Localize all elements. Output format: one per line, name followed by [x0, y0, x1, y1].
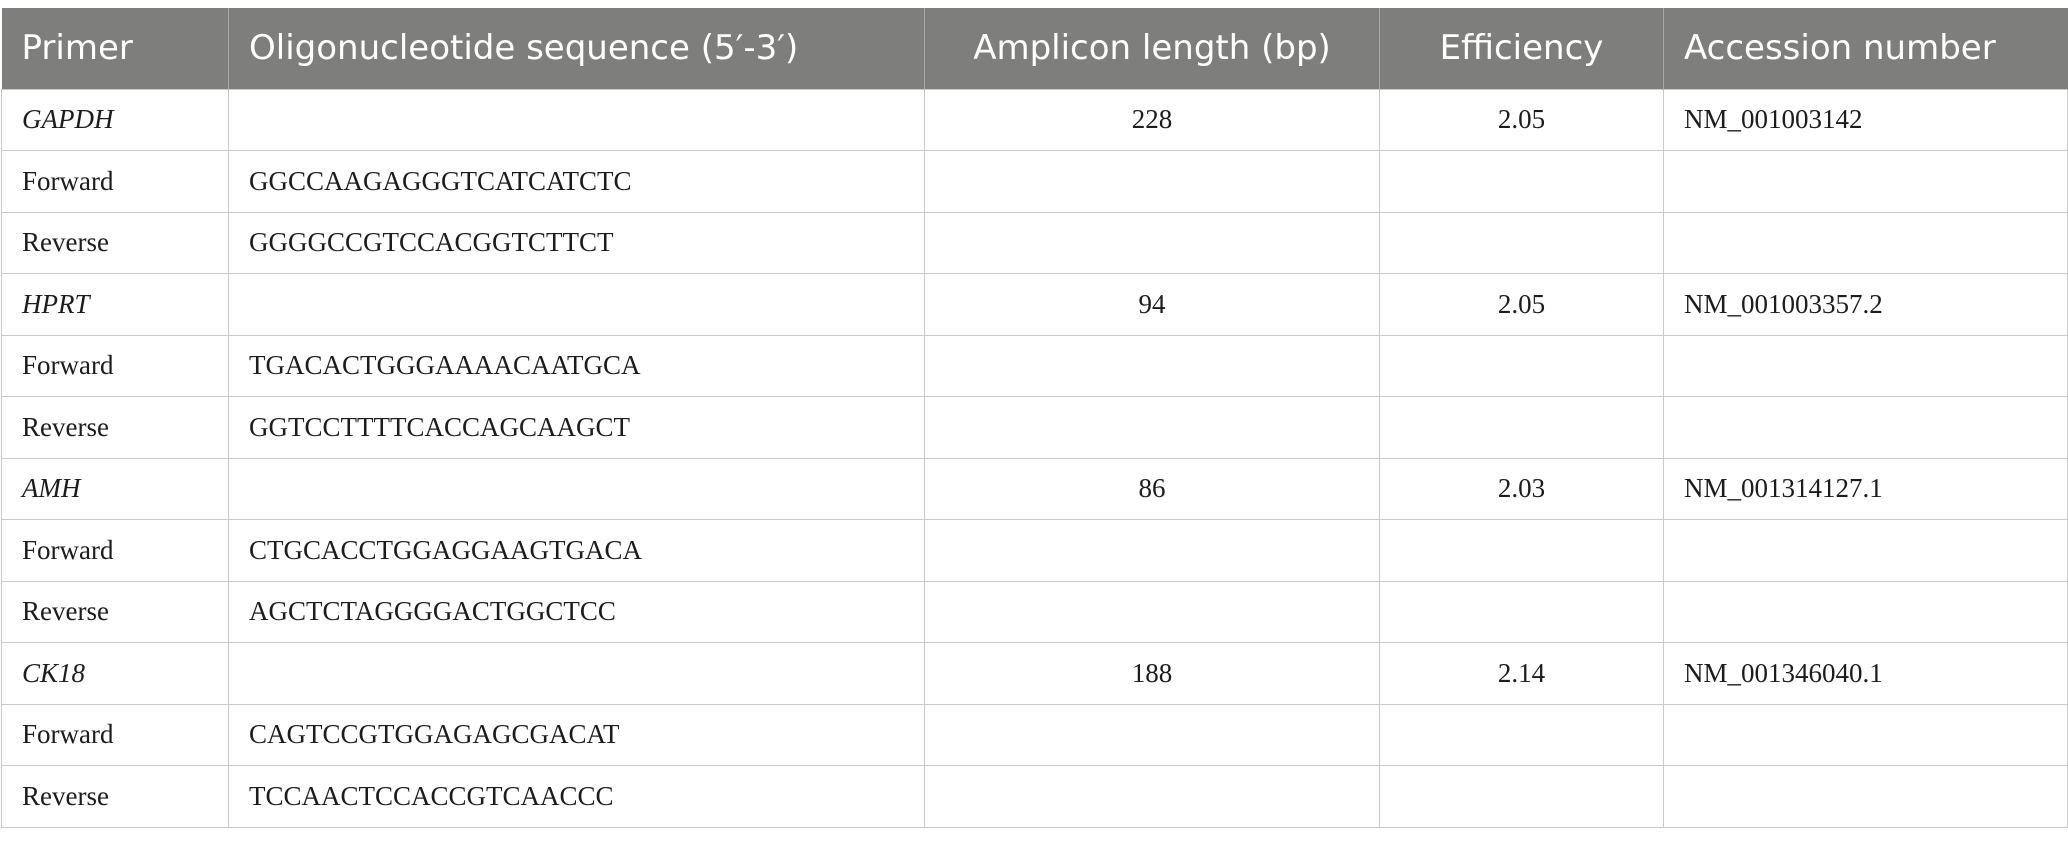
cell-accession: [1663, 334, 2068, 397]
table-row: Forward CAGTCCGTGGAGAGCGACAT: [1, 703, 2068, 766]
cell-accession: NM_001003357.2: [1663, 273, 2068, 336]
cell-efficiency: [1379, 519, 1664, 582]
cell-efficiency: [1379, 765, 1664, 828]
cell-efficiency: [1379, 580, 1664, 643]
table-body: GAPDH 228 2.05 NM_001003142 Forward GGCC…: [1, 88, 2068, 828]
table-row: Forward TGACACTGGGAAAACAATGCA: [1, 334, 2068, 397]
cell-amplicon: [924, 580, 1380, 643]
table-row: CK18 188 2.14 NM_001346040.1: [1, 642, 2068, 705]
primer-table: Primer Oligonucleotide sequence (5′-3′) …: [1, 8, 2068, 828]
cell-primer: Reverse: [1, 211, 229, 274]
cell-amplicon: [924, 211, 1380, 274]
cell-amplicon: 86: [924, 457, 1380, 520]
cell-primer: Forward: [1, 519, 229, 582]
cell-amplicon: 188: [924, 642, 1380, 705]
cell-amplicon: [924, 519, 1380, 582]
cell-efficiency: [1379, 150, 1664, 213]
header-row: Primer Oligonucleotide sequence (5′-3′) …: [1, 8, 2068, 89]
header-primer: Primer: [1, 8, 229, 89]
cell-efficiency: [1379, 703, 1664, 766]
table-row: Reverse AGCTCTAGGGGACTGGCTCC: [1, 580, 2068, 643]
cell-primer: Reverse: [1, 396, 229, 459]
cell-amplicon: [924, 703, 1380, 766]
cell-efficiency: [1379, 211, 1664, 274]
cell-accession: NM_001314127.1: [1663, 457, 2068, 520]
cell-efficiency: 2.03: [1379, 457, 1664, 520]
header-efficiency: Efficiency: [1379, 8, 1664, 89]
cell-sequence: [228, 642, 925, 705]
cell-primer: Forward: [1, 334, 229, 397]
cell-sequence: CAGTCCGTGGAGAGCGACAT: [228, 703, 925, 766]
cell-sequence: [228, 457, 925, 520]
cell-sequence: CTGCACCTGGAGGAAGTGACA: [228, 519, 925, 582]
cell-primer: Forward: [1, 150, 229, 213]
table-row: Reverse TCCAACTCCACCGTCAACCC: [1, 765, 2068, 828]
cell-primer: Reverse: [1, 765, 229, 828]
cell-efficiency: 2.05: [1379, 273, 1664, 336]
cell-primer: AMH: [1, 457, 229, 520]
cell-sequence: [228, 88, 925, 151]
table-row: AMH 86 2.03 NM_001314127.1: [1, 457, 2068, 520]
primer-table-container: Primer Oligonucleotide sequence (5′-3′) …: [0, 8, 2068, 828]
cell-accession: NM_001003142: [1663, 88, 2068, 151]
table-row: Forward CTGCACCTGGAGGAAGTGACA: [1, 519, 2068, 582]
cell-sequence: AGCTCTAGGGGACTGGCTCC: [228, 580, 925, 643]
cell-amplicon: [924, 150, 1380, 213]
cell-amplicon: [924, 765, 1380, 828]
cell-sequence: TCCAACTCCACCGTCAACCC: [228, 765, 925, 828]
cell-efficiency: [1379, 396, 1664, 459]
table-row: Reverse GGTCCTTTTCACCAGCAAGCT: [1, 396, 2068, 459]
table-row: HPRT 94 2.05 NM_001003357.2: [1, 273, 2068, 336]
header-accession-number: Accession number: [1684, 28, 1996, 69]
cell-amplicon: [924, 396, 1380, 459]
cell-primer: GAPDH: [1, 88, 229, 151]
cell-efficiency: 2.05: [1379, 88, 1664, 151]
cell-accession: NM_001346040.1: [1663, 642, 2068, 705]
cell-primer: CK18: [1, 642, 229, 705]
cell-accession: [1663, 211, 2068, 274]
cell-sequence: [228, 273, 925, 336]
cell-accession: [1663, 150, 2068, 213]
cell-sequence: GGTCCTTTTCACCAGCAAGCT: [228, 396, 925, 459]
table-header: Primer Oligonucleotide sequence (5′-3′) …: [1, 8, 2068, 89]
cell-amplicon: 228: [924, 88, 1380, 151]
cell-accession: [1663, 580, 2068, 643]
cell-primer: HPRT: [1, 273, 229, 336]
cell-amplicon: [924, 334, 1380, 397]
cell-sequence: GGCCAAGAGGGTCATCATCTC: [228, 150, 925, 213]
cell-accession: [1663, 703, 2068, 766]
cell-accession: [1663, 519, 2068, 582]
cell-amplicon: 94: [924, 273, 1380, 336]
cell-sequence: TGACACTGGGAAAACAATGCA: [228, 334, 925, 397]
cell-accession: [1663, 765, 2068, 828]
cell-accession: [1663, 396, 2068, 459]
table-row: Forward GGCCAAGAGGGTCATCATCTC: [1, 150, 2068, 213]
cell-primer: Forward: [1, 703, 229, 766]
cell-efficiency: 2.14: [1379, 642, 1664, 705]
cell-primer: Reverse: [1, 580, 229, 643]
table-row: GAPDH 228 2.05 NM_001003142: [1, 88, 2068, 151]
table-row: Reverse GGGGCCGTCCACGGTCTTCT: [1, 211, 2068, 274]
cell-sequence: GGGGCCGTCCACGGTCTTCT: [228, 211, 925, 274]
header-oligonucleotide-sequence: Oligonucleotide sequence (5′-3′): [228, 8, 925, 89]
header-amplicon-length: Amplicon length (bp): [924, 8, 1380, 89]
cell-efficiency: [1379, 334, 1664, 397]
